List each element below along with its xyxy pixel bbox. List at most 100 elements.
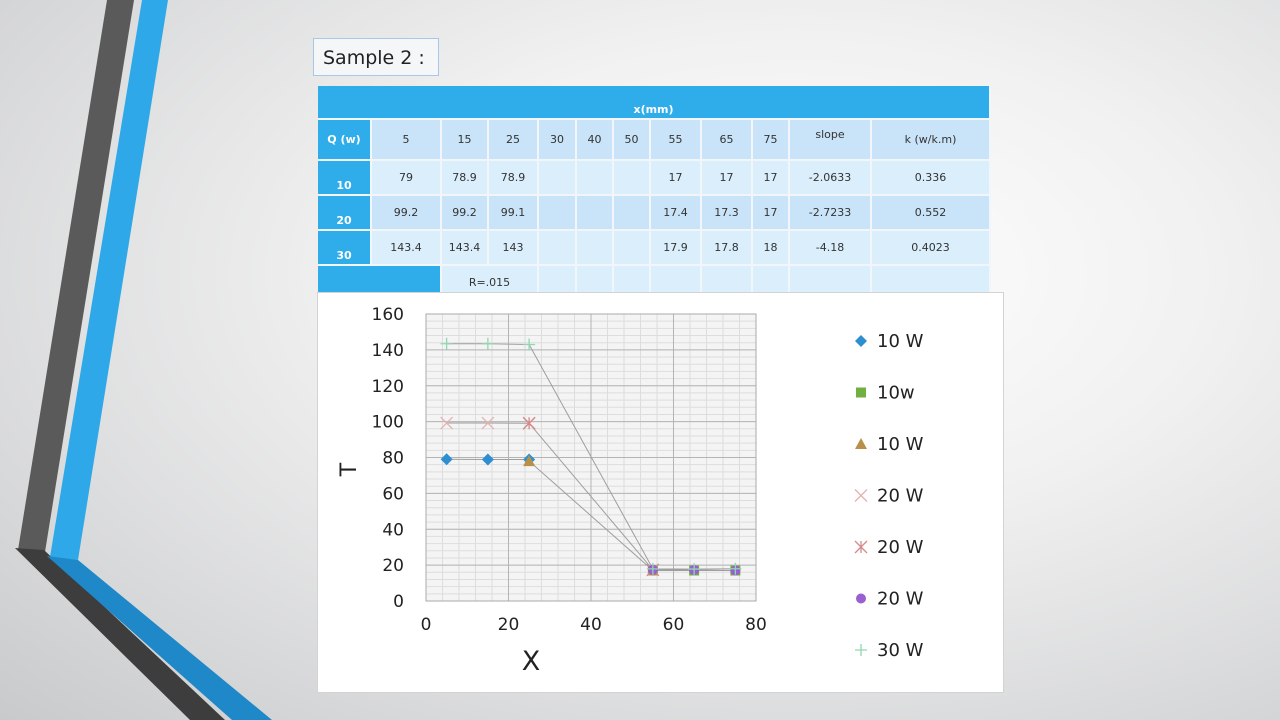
legend-label: 10w (877, 383, 915, 404)
column-header: Q (w) (318, 119, 372, 161)
legend-label: 10 W (877, 331, 924, 352)
y-tick-label: 80 (382, 449, 404, 469)
plot-border (425, 313, 757, 602)
x-tick-label: 80 (745, 615, 767, 635)
y-tick-label: 140 (372, 341, 404, 361)
table-cell: -2.0633 (789, 160, 872, 196)
column-header: 40 (576, 119, 614, 161)
column-header: slope (789, 119, 872, 161)
table-cell: 79 (371, 160, 442, 196)
x-tick-label: 20 (498, 615, 520, 635)
legend-label: 10 W (877, 434, 924, 455)
data-point-plus (688, 563, 701, 576)
legend-marker-triangle (855, 438, 867, 449)
table-cell: 0.552 (871, 195, 992, 231)
table-row: 20 99.2 99.2 99.1 17.4 17.3 17 -2.7233 0… (318, 195, 992, 231)
data-table: x(mm) Q (w) 5 15 25 30 40 50 55 65 75 sl… (318, 86, 992, 310)
table-cell: 17 (752, 195, 790, 231)
column-header: 30 (538, 119, 577, 161)
table-cell: 18 (752, 230, 790, 266)
data-point-diamond (481, 453, 494, 466)
data-point-triangle (523, 455, 536, 467)
dark-stripe (18, 0, 134, 552)
blue-stripe (50, 0, 168, 560)
data-point-x (440, 416, 454, 430)
legend-marker-circle (856, 593, 866, 604)
blue-lower-stripe (47, 556, 272, 720)
data-point-plus (440, 337, 453, 350)
table-cell (613, 160, 651, 196)
table-column-header-row: Q (w) 5 15 25 30 40 50 55 65 75 slope k … (318, 119, 992, 161)
table-cell: 0.336 (871, 160, 992, 196)
column-header: 5 (371, 119, 442, 161)
table-cell: 17 (701, 160, 753, 196)
data-point-star (522, 416, 536, 430)
table-cell (576, 195, 614, 231)
legend-marker-square (856, 387, 866, 398)
y-tick-label: 160 (372, 305, 404, 325)
chart-container: 0 20 40 60 80 100 120 140 160 0 20 40 60 80 X T 10 W 10w 1… (317, 292, 1004, 693)
table-cell (613, 195, 651, 231)
table-cell: 78.9 (488, 160, 539, 196)
table-cell: 99.2 (371, 195, 442, 231)
column-header: 75 (752, 119, 790, 161)
table-row: 30 143.4 143.4 143 17.9 17.8 18 -4.18 0.… (318, 230, 992, 266)
dark-lower-stripe (15, 548, 225, 720)
table-cell: -2.7233 (789, 195, 872, 231)
column-header: 50 (613, 119, 651, 161)
y-tick-label: 20 (382, 556, 404, 576)
table-cell: 30 (318, 230, 372, 266)
data-point-x (481, 416, 495, 430)
table-cell: 143 (488, 230, 539, 266)
series-line (446, 343, 736, 570)
series-line (528, 460, 654, 571)
table-cell: 17.8 (701, 230, 753, 266)
legend-label: 20 W (877, 486, 924, 507)
x-tick-label: 40 (580, 615, 602, 635)
table-cell: 0.4023 (871, 230, 992, 266)
column-header: k (w/k.m) (871, 119, 992, 161)
data-point-diamond (440, 453, 453, 466)
data-point-plus (646, 562, 659, 575)
column-header: 65 (701, 119, 753, 161)
column-header: 15 (441, 119, 489, 161)
table-cell: 99.1 (488, 195, 539, 231)
x-axis-title: X (522, 646, 541, 677)
legend-label: 20 W (877, 537, 924, 558)
legend-marker-x (854, 489, 868, 502)
slide-title: Sample 2 : (313, 38, 439, 76)
data-point-plus (481, 337, 494, 350)
column-header: 25 (488, 119, 539, 161)
table-cell: 17.4 (650, 195, 702, 231)
table-cell: 17.9 (650, 230, 702, 266)
y-tick-label: 0 (393, 592, 404, 612)
table-cell (538, 230, 577, 266)
y-axis-title: T (337, 462, 362, 477)
y-tick-label: 100 (372, 413, 404, 433)
x-tick-label: 60 (663, 615, 685, 635)
y-tick-label: 60 (382, 484, 404, 504)
scatter-chart: 0 20 40 60 80 100 120 140 160 0 20 40 60 80 X T 10 W 10w 1… (337, 305, 924, 677)
table-cell (538, 160, 577, 196)
table-cell: 17 (752, 160, 790, 196)
column-header: 55 (650, 119, 702, 161)
table-cell: 99.2 (441, 195, 489, 231)
table-cell (576, 160, 614, 196)
table-cell: 143.4 (441, 230, 489, 266)
x-mm-header: x(mm) (318, 86, 992, 120)
table-group-header-row: x(mm) (318, 86, 992, 120)
table-cell: 17.3 (701, 195, 753, 231)
table-cell (613, 230, 651, 266)
legend-marker-diamond (855, 335, 867, 347)
legend-label: 20 W (877, 589, 924, 610)
x-tick-label: 0 (421, 615, 432, 635)
table-cell: 143.4 (371, 230, 442, 266)
series-line (528, 422, 654, 571)
y-tick-label: 120 (372, 377, 404, 397)
table-cell: -4.18 (789, 230, 872, 266)
table-cell: 78.9 (441, 160, 489, 196)
table-cell: 17 (650, 160, 702, 196)
table-cell (576, 230, 614, 266)
data-point-plus (523, 338, 536, 351)
